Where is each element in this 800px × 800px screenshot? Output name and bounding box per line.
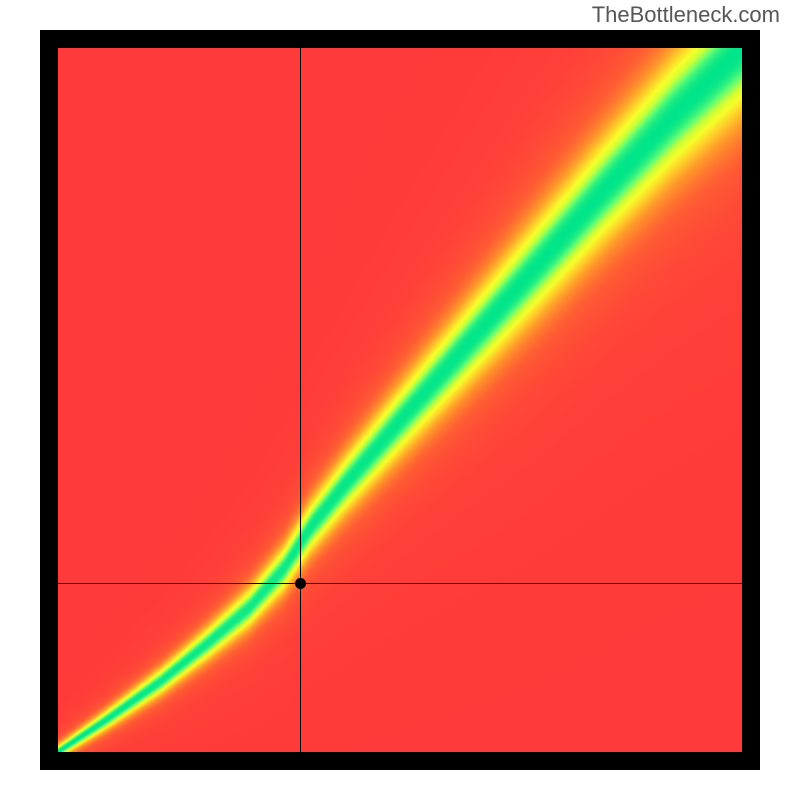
selected-point-marker: [295, 578, 306, 589]
plot-border-bottom: [40, 752, 760, 770]
plot-border-top: [40, 30, 760, 48]
crosshair-horizontal: [58, 583, 742, 584]
crosshair-vertical: [300, 48, 301, 752]
bottleneck-heatmap: [58, 48, 742, 752]
plot-border-right: [742, 30, 760, 770]
plot-border-left: [40, 30, 58, 770]
watermark-text: TheBottleneck.com: [592, 2, 780, 28]
